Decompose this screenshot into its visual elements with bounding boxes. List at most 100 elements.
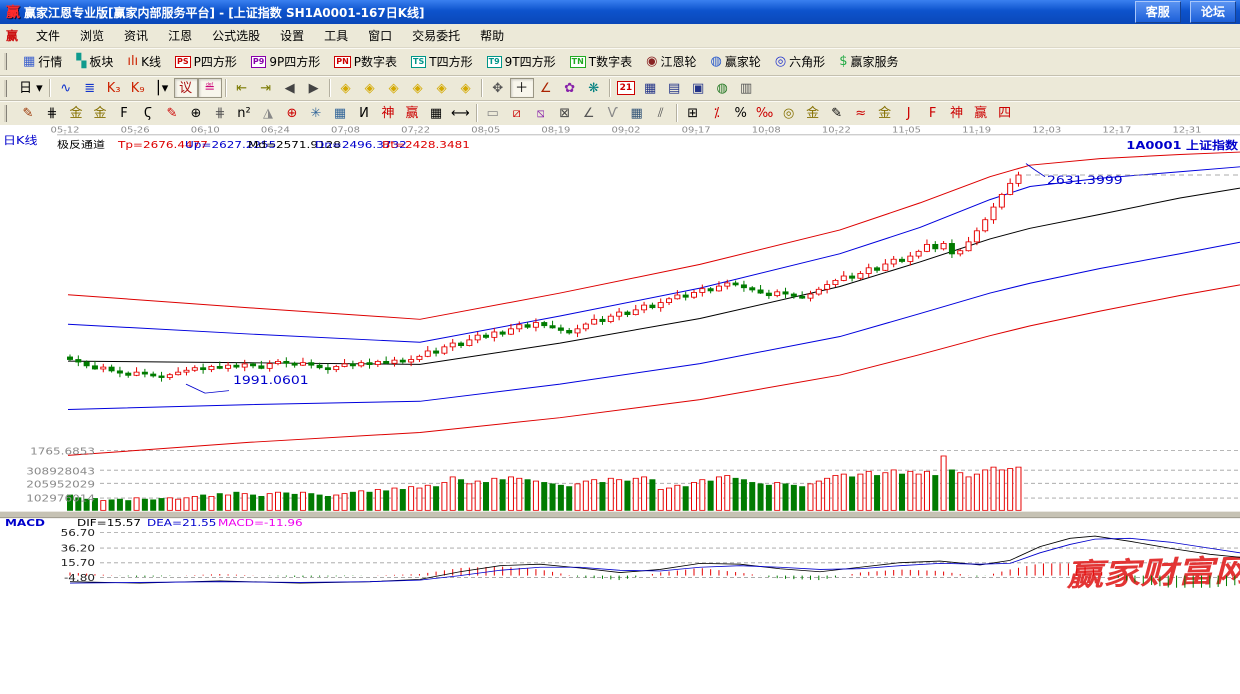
hexagon-button[interactable]: ◎ 六角形 bbox=[768, 50, 832, 73]
percent-line-button[interactable]: ⁒ bbox=[705, 103, 729, 123]
menu-item-7[interactable]: 窗口 bbox=[368, 29, 393, 43]
p-number-button[interactable]: PN P数字表 bbox=[327, 50, 404, 73]
marker-pencil-button[interactable]: ✎ bbox=[160, 103, 184, 123]
period-daily-selector[interactable]: 日 ▾ bbox=[16, 78, 46, 98]
t9-square-button[interactable]: T9 9T四方形 bbox=[480, 50, 563, 73]
sectors-button[interactable]: ▚ 板块 bbox=[69, 50, 120, 73]
menu-item-4[interactable]: 公式选股 bbox=[212, 29, 261, 43]
golden-circle-button[interactable]: ◎ bbox=[777, 103, 801, 123]
draw-pencil-button[interactable]: ✎ bbox=[16, 103, 40, 123]
crosshair-tool-button[interactable]: ＋ bbox=[509, 78, 534, 98]
diamond-left-button[interactable]: ◈ bbox=[334, 78, 358, 98]
t-number-button[interactable]: TN T数字表 bbox=[563, 50, 640, 73]
jump-first-button[interactable]: ⇤ bbox=[230, 78, 254, 98]
volume-profile-button[interactable]: ≝ bbox=[197, 78, 222, 98]
menu-item-9[interactable]: 帮助 bbox=[480, 29, 505, 43]
menu-item-1[interactable]: 浏览 bbox=[80, 29, 105, 43]
percent-button[interactable]: % bbox=[729, 103, 753, 123]
menu-item-2[interactable]: 资讯 bbox=[124, 29, 149, 43]
gann-wheel-button[interactable]: ◉ 江恩轮 bbox=[639, 50, 703, 73]
toolbar-drag-handle[interactable] bbox=[4, 79, 12, 97]
menu-item-5[interactable]: 设置 bbox=[280, 29, 305, 43]
time-ruler-button[interactable]: ⋕ bbox=[40, 103, 64, 123]
angle-measure-button[interactable]: ∠ bbox=[534, 78, 558, 98]
candle-style-selector[interactable]: ⎮▾ bbox=[150, 78, 174, 98]
forum-button[interactable]: 论坛 bbox=[1189, 1, 1236, 23]
cycle-tool-button[interactable]: Ϛ bbox=[136, 103, 160, 123]
quotes-button[interactable]: ▦ 行情 bbox=[16, 50, 69, 73]
swing-tool-button[interactable]: Ͷ bbox=[352, 103, 376, 123]
p-square-button[interactable]: PS P四方形 bbox=[168, 50, 244, 73]
diamond-compress-button[interactable]: ◈ bbox=[406, 78, 430, 98]
step-left-button[interactable]: ◀ bbox=[278, 78, 302, 98]
intraday-chart-button[interactable]: ∿ bbox=[54, 78, 78, 98]
kline-3-button[interactable]: K₃ bbox=[102, 78, 126, 98]
kline-9-button[interactable]: K₉ bbox=[126, 78, 150, 98]
star-burst-button[interactable]: ✳ bbox=[304, 103, 328, 123]
winner-service-button[interactable]: $ 赢家服务 bbox=[832, 50, 905, 73]
golden-section-button[interactable]: 金 bbox=[801, 103, 825, 123]
target-circle-button[interactable]: ⊕ bbox=[280, 103, 304, 123]
spiral-button[interactable]: ❋ bbox=[582, 78, 606, 98]
notes-button[interactable]: ▤ bbox=[662, 78, 686, 98]
fibonacci-button[interactable]: F bbox=[112, 103, 136, 123]
mirror-button[interactable]: ◮ bbox=[256, 103, 280, 123]
save-button[interactable]: ▣ bbox=[686, 78, 710, 98]
diamond-cross-button[interactable]: ◈ bbox=[454, 78, 478, 98]
four-angle-button[interactable]: 四 bbox=[993, 103, 1017, 123]
win-tool-button[interactable]: 赢 bbox=[400, 103, 424, 123]
diamond-star-button[interactable]: ◈ bbox=[430, 78, 454, 98]
network-button[interactable]: ◍ bbox=[710, 78, 734, 98]
diamond-hspan-button[interactable]: ◈ bbox=[382, 78, 406, 98]
circle-count-button[interactable]: ⊕ bbox=[184, 103, 208, 123]
step-right-button[interactable]: ▶ bbox=[302, 78, 326, 98]
shen-angle-button[interactable]: 神 bbox=[945, 103, 969, 123]
wave-percent-button[interactable]: ≈ bbox=[849, 103, 873, 123]
width-arrows-button[interactable]: ⟷ bbox=[448, 103, 473, 123]
box-range-button[interactable]: ▭ bbox=[481, 103, 505, 123]
channel-toggle-button[interactable]: 议 bbox=[173, 78, 198, 98]
toolbar-drag-handle[interactable] bbox=[4, 53, 12, 70]
f-angle-button[interactable]: F bbox=[921, 103, 945, 123]
permille-button[interactable]: ‰ bbox=[753, 103, 777, 123]
win-angle-button[interactable]: 赢 bbox=[969, 103, 993, 123]
measure-grid-button[interactable]: ⊞ bbox=[681, 103, 705, 123]
chart-area[interactable]: 05-12 05-26 06-10 06-24 07-08 07-22 08-05 08-19… bbox=[0, 125, 1240, 694]
grid-small-button[interactable]: ▦ bbox=[625, 103, 649, 123]
square-grid-button[interactable]: ▦ bbox=[328, 103, 352, 123]
p9-square-button[interactable]: P9 9P四方形 bbox=[244, 50, 327, 73]
f10-info-button[interactable]: ≣ bbox=[78, 78, 102, 98]
hand-tool-button[interactable]: ✥ bbox=[486, 78, 510, 98]
gann-grid-dark-button[interactable]: ⊠ bbox=[553, 103, 577, 123]
diamond-right-button[interactable]: ◈ bbox=[358, 78, 382, 98]
zigzag-button[interactable]: Ѵ bbox=[601, 103, 625, 123]
t-square-button[interactable]: TS T四方形 bbox=[404, 50, 480, 73]
n-square-button[interactable]: n² bbox=[232, 103, 256, 123]
jump-last-button[interactable]: ⇥ bbox=[254, 78, 278, 98]
winner-wheel-button[interactable]: ◍ 赢家轮 bbox=[703, 50, 767, 73]
calculator-button[interactable]: ▦ bbox=[638, 78, 662, 98]
menu-item-6[interactable]: 工具 bbox=[324, 29, 349, 43]
menu-item-0[interactable]: 文件 bbox=[36, 29, 61, 43]
gann-flower-button[interactable]: ✿ bbox=[558, 78, 582, 98]
golden-price-button[interactable]: 金 bbox=[88, 103, 112, 123]
kline-button[interactable]: ılı K线 bbox=[120, 50, 168, 73]
gann-fan-purple-button[interactable]: ⧅ bbox=[529, 103, 553, 123]
angle-lines-button[interactable]: ∠ bbox=[577, 103, 601, 123]
menu-item-3[interactable]: 江恩 bbox=[168, 29, 193, 43]
customer-service-button[interactable]: 客服 bbox=[1134, 1, 1181, 23]
count-grid-button[interactable]: ▦ bbox=[424, 103, 448, 123]
j-angle-button[interactable]: J bbox=[897, 103, 921, 123]
parallel-lines-button[interactable]: ⫽ bbox=[649, 103, 673, 123]
brush-button[interactable]: ✎ bbox=[825, 103, 849, 123]
print-button[interactable]: ▥ bbox=[734, 78, 758, 98]
gold-angle-button[interactable]: 金 bbox=[873, 103, 897, 123]
shen-tool-button[interactable]: 神 bbox=[376, 103, 400, 123]
calendar-button[interactable]: 21 bbox=[614, 78, 639, 98]
menu-item-8[interactable]: 交易委托 bbox=[412, 29, 461, 43]
toolbar-drag-handle[interactable] bbox=[4, 104, 12, 122]
gann-fan-red-button[interactable]: ⧄ bbox=[505, 103, 529, 123]
golden-time-button[interactable]: 金 bbox=[64, 103, 88, 123]
chart-canvas[interactable]: 05-12 05-26 06-10 06-24 07-08 07-22 08-05 08-19… bbox=[0, 125, 1240, 694]
grid-ruler-button[interactable]: ⋕ bbox=[208, 103, 232, 123]
